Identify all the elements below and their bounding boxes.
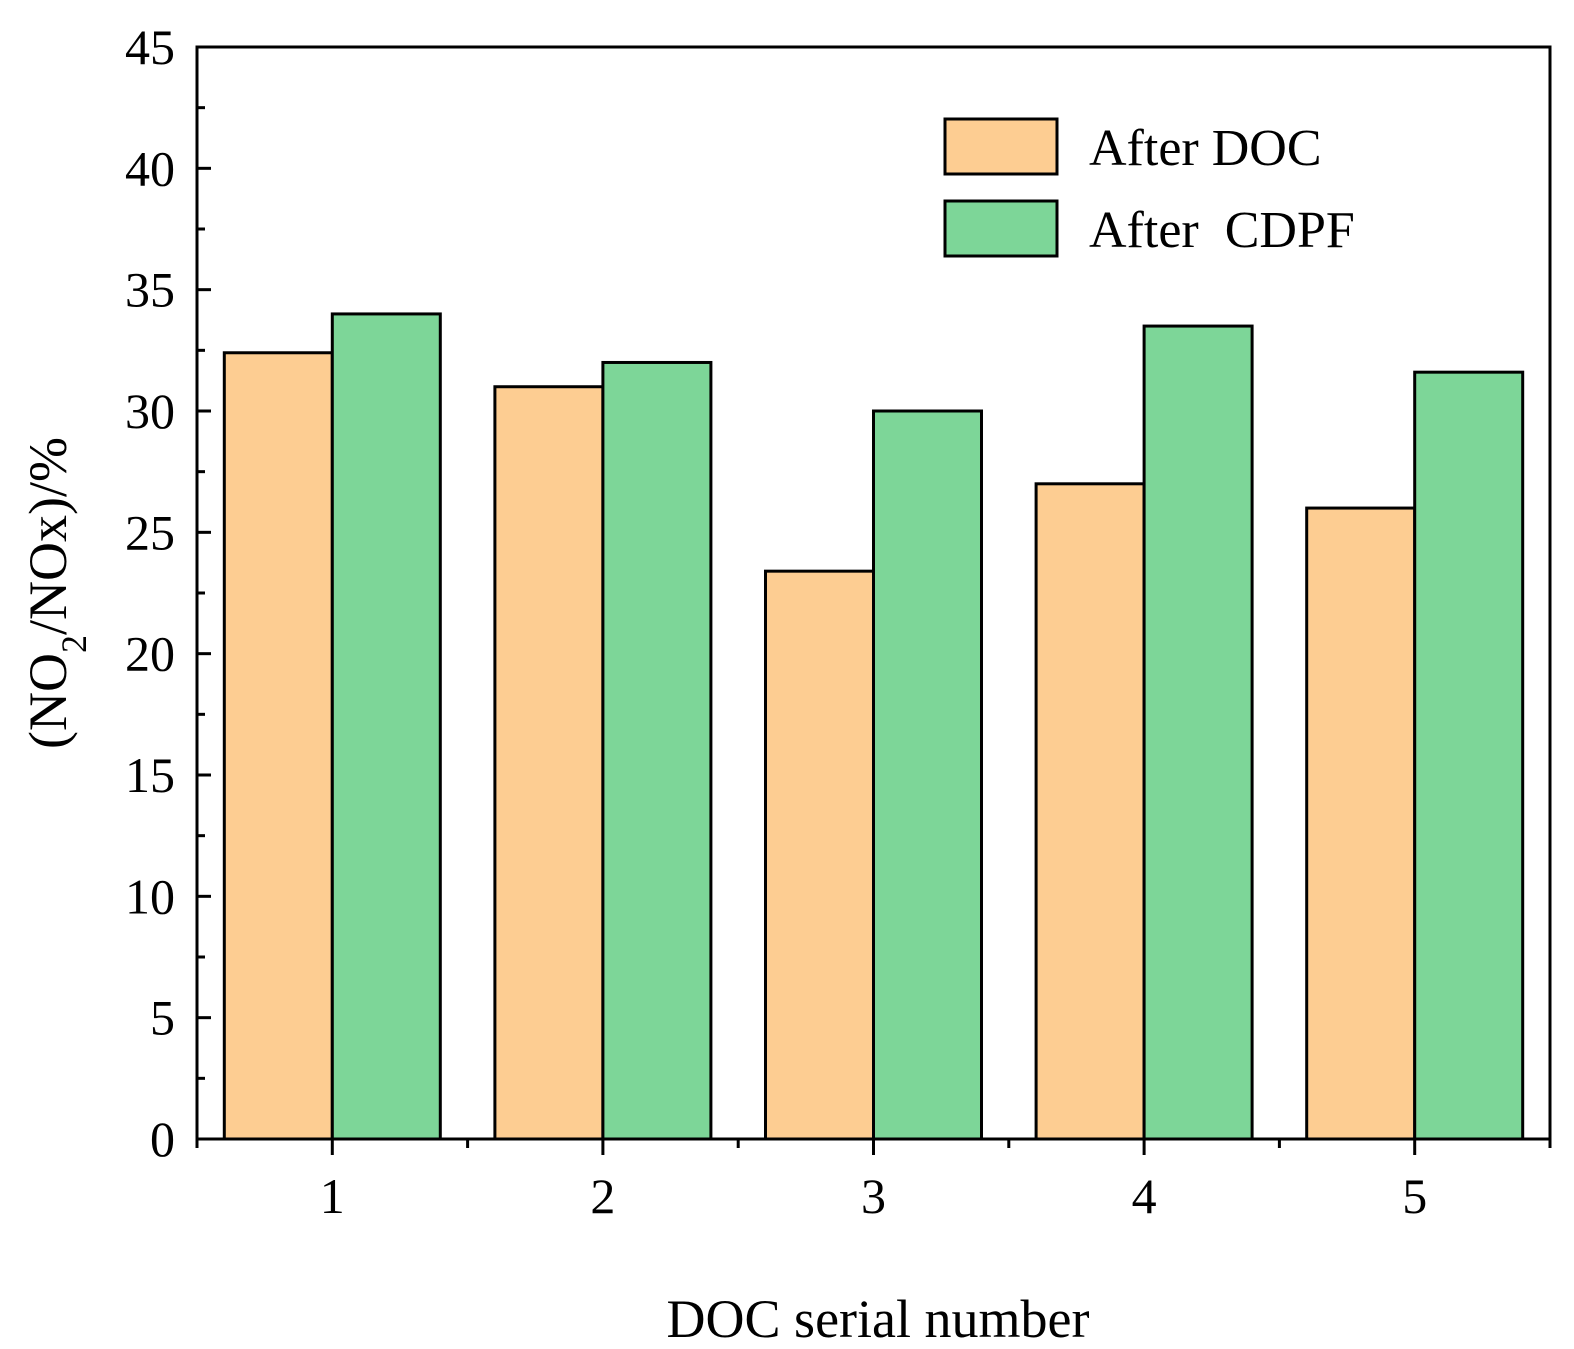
y-axis-title-open: (NO (18, 653, 78, 749)
bar-after-cdpf-5 (1413, 370, 1525, 1141)
bar-after-doc-4 (1034, 482, 1146, 1141)
bar-after-cdpf-2 (601, 360, 713, 1141)
legend-swatch-after-cdpf (943, 199, 1059, 258)
legend-label-after-doc: After DOC (1089, 120, 1322, 177)
bar-after-doc-1 (222, 351, 334, 1141)
x-tick-label-5: 5 (1402, 1168, 1427, 1224)
x-tick-label-1: 1 (320, 1168, 345, 1224)
y-tick-label-35: 35 (125, 262, 175, 318)
y-axis-title-close: /NOx)/% (18, 437, 78, 635)
y-tick-label-5: 5 (150, 990, 175, 1046)
y-tick-label-20: 20 (125, 626, 175, 682)
bar-after-doc-2 (493, 385, 605, 1141)
y-axis-title-subscript: 2 (54, 635, 94, 653)
y-tick-label-40: 40 (125, 140, 175, 196)
bars-layer (222, 312, 1525, 1141)
x-tick-labels: 1 2 3 4 5 (320, 1168, 1427, 1224)
bar-after-doc-5 (1305, 506, 1417, 1141)
legend-label-after-cdpf: After CDPF (1089, 202, 1355, 259)
bar-after-cdpf-4 (1142, 324, 1254, 1141)
bar-after-cdpf-1 (330, 312, 442, 1141)
y-tick-label-10: 10 (125, 868, 175, 924)
y-tick-label-25: 25 (125, 504, 175, 560)
y-tick-label-30: 30 (125, 383, 175, 439)
y-axis-title: (NO2/NOx)/% (18, 437, 94, 749)
legend: After DOC After CDPF (943, 117, 1355, 259)
ticks-layer (195, 45, 1552, 1155)
x-axis-title: DOC serial number (667, 1289, 1090, 1349)
x-tick-label-2: 2 (590, 1168, 615, 1224)
y-tick-label-15: 15 (125, 747, 175, 803)
x-tick-label-3: 3 (861, 1168, 886, 1224)
bar-after-cdpf-3 (872, 409, 983, 1141)
y-tick-label-45: 45 (125, 19, 175, 75)
bar-after-doc-3 (764, 569, 875, 1141)
legend-swatch-after-doc (943, 117, 1059, 176)
x-tick-label-4: 4 (1132, 1168, 1157, 1224)
y-tick-labels: 0 5 10 15 20 25 30 35 40 45 (125, 19, 175, 1167)
y-tick-label-0: 0 (150, 1111, 175, 1167)
